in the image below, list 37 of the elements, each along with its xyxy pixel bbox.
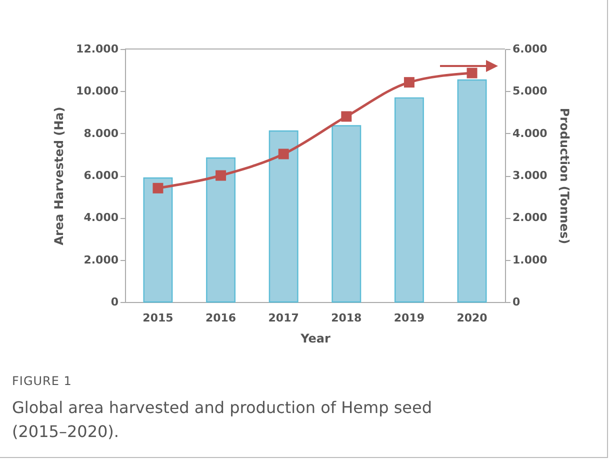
y2-tick-label: 6.000: [512, 42, 548, 56]
x-tick-label: 2017: [268, 312, 299, 324]
point: [216, 170, 226, 181]
text: Global area harvested and production of Hemp seed (2015–2020).: [12, 397, 433, 443]
y-tick-label: 2.000: [84, 253, 119, 266]
bar: [457, 79, 487, 303]
point: [466, 68, 478, 78]
x-tick-label: 2016: [205, 312, 236, 324]
y2-axis-title: Production (Tonnes): [557, 108, 572, 244]
point: [152, 182, 164, 194]
point: [341, 111, 352, 122]
x-tick-label: 2015: [142, 312, 174, 324]
point: [404, 77, 414, 88]
bar: [394, 97, 424, 303]
x-tick-label: 2018: [331, 312, 362, 324]
y2-tick-label: 1.000: [512, 253, 548, 266]
bar: [268, 130, 298, 303]
y-tick-label: 4.000: [84, 211, 119, 224]
y-tick-label: 8.000: [84, 126, 119, 140]
y-tick-label: 10.000: [76, 84, 119, 98]
y-axis-title: Area Harvested (Ha): [52, 106, 66, 246]
x-tick-label: 2020: [456, 312, 488, 324]
x-axis-title: Year: [300, 332, 330, 346]
x-tick-label: 2019: [394, 312, 425, 324]
bar: [332, 125, 362, 303]
caption: FIGURE 1: [12, 374, 72, 388]
y2-tick-label: 5.000: [512, 84, 548, 98]
y2-tick-label: 0: [512, 296, 520, 308]
bar: [206, 157, 236, 303]
y2-tick-label: 3.000: [512, 169, 548, 182]
point: [278, 148, 289, 160]
bar: [143, 177, 173, 303]
y-tick-label: 12.000: [76, 42, 119, 56]
y-tick-label: 6.000: [84, 169, 119, 182]
y2-tick-label: 4.000: [512, 126, 548, 140]
y2-tick-label: 2.000: [512, 211, 548, 224]
y-tick-label: 0: [110, 296, 119, 308]
